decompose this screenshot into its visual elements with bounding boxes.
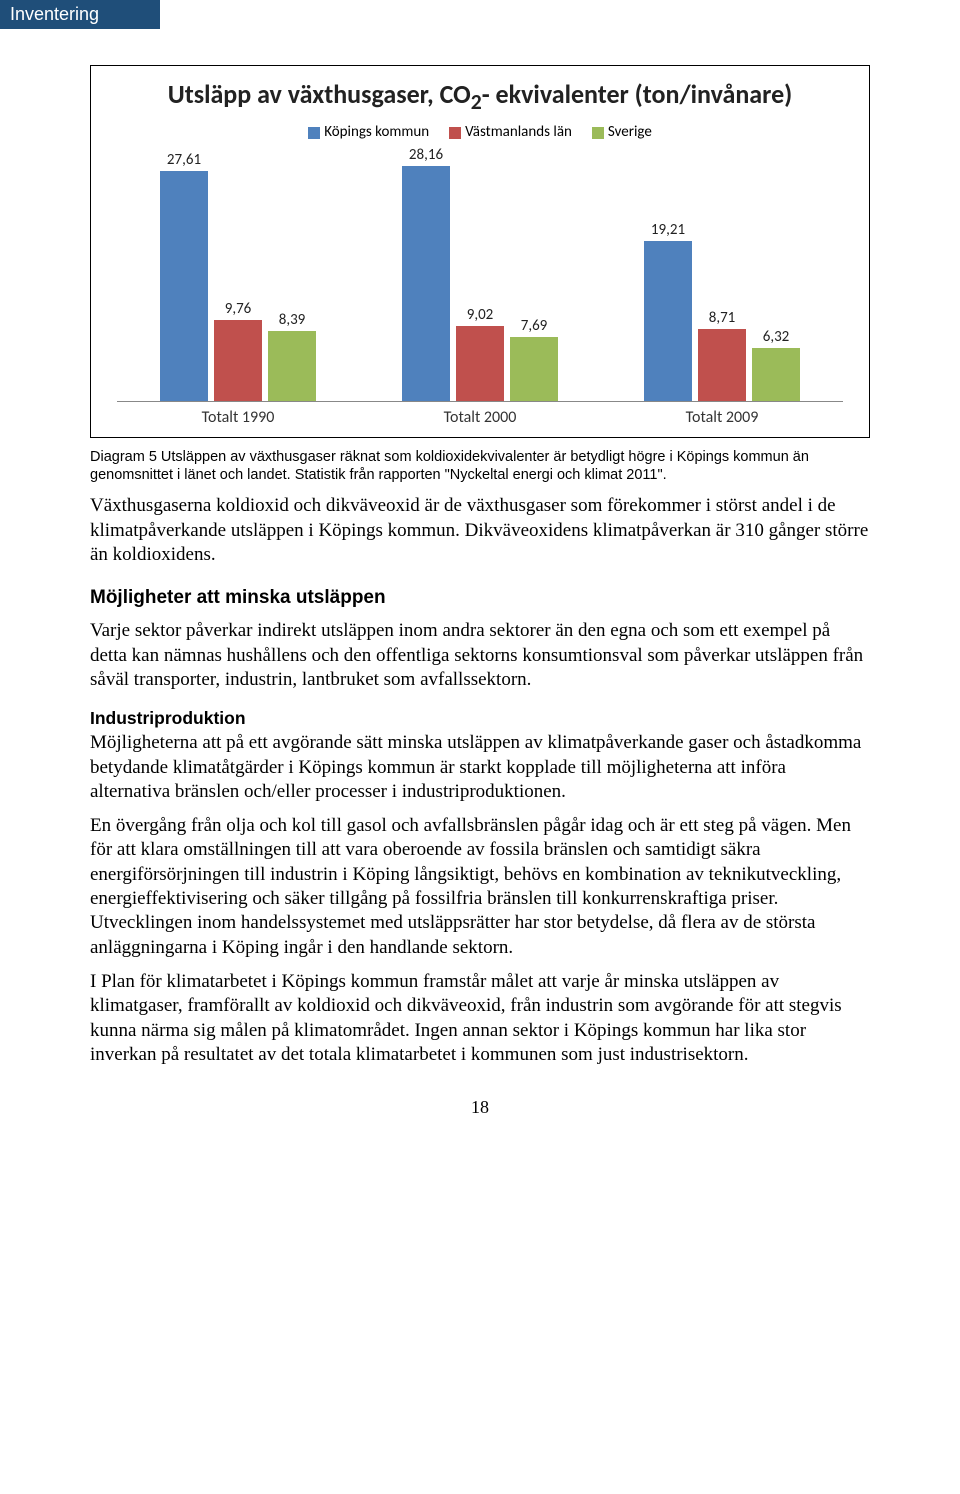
bar-value-label: 8,39 [279, 311, 306, 329]
bar [510, 337, 558, 401]
xaxis-label: Totalt 2000 [444, 408, 517, 427]
paragraph-1: Växthusgaserna koldioxid och dikväveoxid… [90, 494, 870, 567]
heading-industry: Industriproduktion [90, 708, 870, 729]
chart-container: Utsläpp av växthusgaser, CO2- ekvivalent… [90, 65, 870, 438]
bar-value-label: 28,16 [409, 146, 443, 164]
chart-title-sub: 2 [471, 88, 482, 115]
bar-wrap: 7,69 [510, 317, 558, 401]
paragraph-3: Möjligheterna att på ett avgörande sätt … [90, 731, 870, 804]
bar-value-label: 8,71 [709, 309, 736, 327]
legend-item: Sverige [592, 123, 652, 141]
paragraph-4: En övergång från olja och kol till gasol… [90, 814, 870, 960]
bar [752, 348, 800, 401]
bar-value-label: 9,76 [225, 300, 252, 318]
bar-group: 19,21 8,71 6,32 [644, 221, 800, 401]
bar-wrap: 19,21 [644, 221, 692, 401]
chart-title: Utsläpp av växthusgaser, CO2- ekvivalent… [107, 80, 853, 115]
legend-swatch [449, 127, 461, 139]
chart-title-line1: Utsläpp av växthusgaser, CO [168, 78, 471, 110]
heading-possibilities: Möjligheter att minska utsläppen [90, 587, 870, 609]
bar-wrap: 28,16 [402, 146, 450, 401]
legend-item: Köpings kommun [308, 123, 429, 141]
bar [698, 329, 746, 402]
bar-wrap: 9,76 [214, 300, 262, 401]
chart-legend: Köpings kommun Västmanlands län Sverige [107, 123, 853, 141]
bar [456, 326, 504, 401]
bar [268, 331, 316, 401]
bar-group: 27,61 9,76 8,39 [160, 151, 316, 401]
chart-plot: 27,619,768,3928,169,027,6919,218,716,32 [117, 151, 843, 402]
bar-value-label: 9,02 [467, 306, 494, 324]
page-body: Utsläpp av växthusgaser, CO2- ekvivalent… [0, 65, 960, 1148]
paragraph-5: I Plan för klimatarbetet i Köpings kommu… [90, 970, 870, 1067]
legend-label: Sverige [608, 123, 652, 141]
paragraph-2: Varje sektor påverkar indirekt utsläppen… [90, 619, 870, 692]
chart-xaxis: Totalt 1990 Totalt 2000 Totalt 2009 [117, 408, 843, 427]
legend-item: Västmanlands län [449, 123, 572, 141]
bar [160, 171, 208, 401]
bar-value-label: 19,21 [651, 221, 685, 239]
xaxis-label: Totalt 2009 [686, 408, 759, 427]
bar [402, 166, 450, 401]
legend-label: Västmanlands län [465, 123, 572, 141]
legend-label: Köpings kommun [324, 123, 429, 141]
chart-title-line2: - ekvivalenter (ton/invånare) [482, 78, 793, 110]
bar-value-label: 7,69 [521, 317, 548, 335]
bar-wrap: 9,02 [456, 306, 504, 401]
page-number: 18 [90, 1097, 870, 1118]
xaxis-label: Totalt 1990 [202, 408, 275, 427]
bar-wrap: 8,71 [698, 309, 746, 402]
header-tab: Inventering [0, 0, 160, 29]
bar-value-label: 6,32 [763, 328, 790, 346]
bar-value-label: 27,61 [167, 151, 201, 169]
bar-wrap: 8,39 [268, 311, 316, 401]
bar-wrap: 6,32 [752, 328, 800, 401]
legend-swatch [308, 127, 320, 139]
chart-caption: Diagram 5 Utsläppen av växthusgaser räkn… [90, 448, 870, 484]
bar-group: 28,16 9,02 7,69 [402, 146, 558, 401]
bar-wrap: 27,61 [160, 151, 208, 401]
bar [644, 241, 692, 401]
bar [214, 320, 262, 401]
legend-swatch [592, 127, 604, 139]
